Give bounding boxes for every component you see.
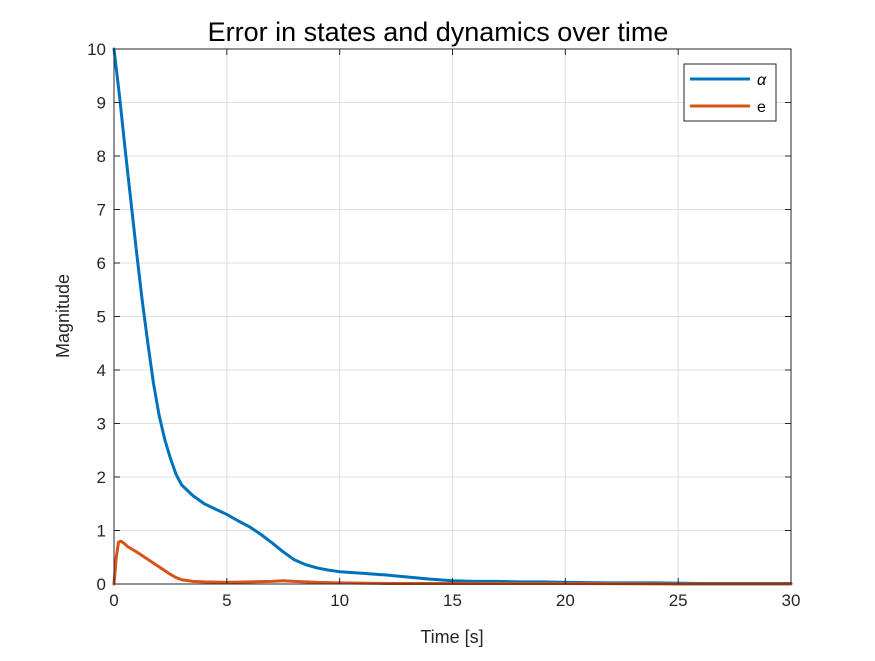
legend-label-e: e bbox=[757, 99, 766, 116]
x-tick-label: 5 bbox=[222, 591, 231, 610]
y-tick-label: 5 bbox=[97, 308, 106, 327]
y-tick-label: 4 bbox=[97, 361, 106, 380]
y-axis-label: Magnitude bbox=[53, 274, 73, 358]
x-tick-label: 30 bbox=[782, 591, 801, 610]
y-tick-label: 8 bbox=[97, 147, 106, 166]
y-tick-label: 3 bbox=[97, 415, 106, 434]
y-tick-label: 2 bbox=[97, 468, 106, 487]
y-tick-label: 9 bbox=[97, 94, 106, 113]
x-axis-label: Time [s] bbox=[420, 627, 483, 647]
y-tick-label: 0 bbox=[97, 575, 106, 594]
series-line-e bbox=[112, 539, 793, 586]
x-tick-label: 20 bbox=[556, 591, 575, 610]
y-tick-label: 7 bbox=[97, 201, 106, 220]
series-line-alpha bbox=[112, 47, 793, 585]
x-tick-label: 25 bbox=[669, 591, 688, 610]
y-tick-label: 10 bbox=[87, 40, 106, 59]
y-tick-label: 6 bbox=[97, 254, 106, 273]
x-tick-label: 10 bbox=[330, 591, 349, 610]
legend-box bbox=[683, 63, 777, 122]
y-tick-label: 1 bbox=[97, 522, 106, 541]
axis-ticks: 0 5 10 15 20 25 30 0 1 2 3 4 5 6 7 8 9 10 bbox=[87, 40, 800, 610]
data-series bbox=[112, 47, 793, 586]
legend: α e bbox=[683, 63, 777, 122]
legend-label-alpha: α bbox=[757, 72, 767, 89]
x-tick-label: 15 bbox=[443, 591, 462, 610]
chart-title: Error in states and dynamics over time bbox=[208, 17, 669, 47]
x-tick-label: 0 bbox=[109, 591, 118, 610]
